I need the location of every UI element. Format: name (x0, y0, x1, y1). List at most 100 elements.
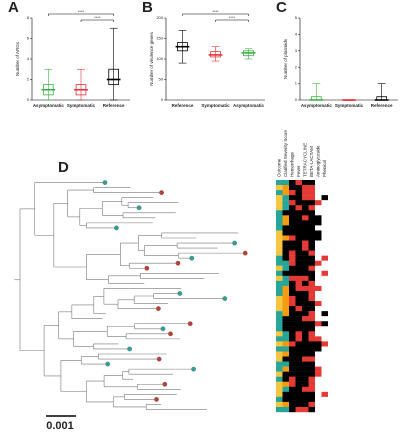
heatmap-cell (282, 230, 289, 236)
heatmap-cell (276, 406, 283, 413)
heatmap-cell (276, 190, 283, 196)
y-axis-label: Number of plasmids (283, 38, 288, 79)
heatmap-cell (295, 371, 302, 377)
heatmap-cell (308, 386, 315, 393)
significance-bracket (80, 19, 114, 22)
heatmap-cell (321, 185, 328, 191)
heatmap-cell (302, 341, 309, 347)
heatmap-cell (302, 225, 309, 231)
heatmap-cell (315, 321, 322, 327)
heatmap-cell (302, 275, 309, 282)
heatmap-cell (282, 406, 289, 413)
y-tick-label: 150 (156, 36, 163, 41)
heatmap-cell (282, 200, 289, 206)
heatmap-cell (289, 280, 296, 287)
heatmap-cell (289, 381, 296, 387)
heatmap-cell (308, 391, 315, 398)
heatmap-cell (302, 200, 309, 206)
heatmap-cell (302, 250, 309, 256)
heatmap-cell (282, 336, 289, 342)
heatmap-cell (308, 205, 315, 211)
heatmap-cell (276, 250, 283, 256)
x-tick-label: Symptomatic (201, 103, 230, 108)
heatmap-cell (276, 215, 283, 221)
heatmap-cell (282, 381, 289, 387)
heatmap-cell (321, 371, 328, 377)
heatmap-cell (321, 321, 328, 327)
heatmap-cell (289, 406, 296, 413)
heatmap-cell (289, 215, 296, 221)
heatmap-cell (295, 301, 302, 307)
heatmap-cell (321, 366, 328, 372)
heatmap-cell (295, 230, 302, 236)
heatmap-cell (315, 316, 322, 322)
heatmap-cell (295, 401, 302, 408)
significance-label: **** (78, 9, 85, 14)
heatmap-cell (308, 301, 315, 307)
heatmap-cell (315, 210, 322, 216)
heatmap-cell (282, 225, 289, 231)
significance-bracket (215, 19, 249, 22)
heatmap-cell (315, 301, 322, 307)
heatmap-cell (282, 326, 289, 332)
heatmap-cell (276, 235, 283, 241)
heatmap-cell (282, 391, 289, 398)
heatmap-cell (302, 245, 309, 251)
heatmap-cell (308, 311, 315, 317)
heatmap-cell (276, 376, 283, 382)
y-axis-label: Number of ARGs (15, 41, 20, 76)
heatmap-cell (315, 361, 322, 367)
heatmap-cell (321, 200, 328, 206)
heatmap-cell (295, 195, 302, 201)
heatmap-cell (295, 391, 302, 398)
heatmap-cell (315, 306, 322, 312)
heatmap-cell (315, 265, 322, 271)
heatmap-cell (315, 371, 322, 377)
heatmap-cell (308, 326, 315, 332)
heatmap-cell (308, 255, 315, 261)
heatmap-cell (289, 331, 296, 337)
heatmap-cell (321, 215, 328, 221)
heatmap-cell (315, 326, 322, 332)
heatmap-cell (321, 406, 328, 413)
heatmap-cell (276, 401, 283, 408)
y-tick-label: 5 (295, 15, 298, 20)
heatmap-cell (308, 285, 315, 292)
heatmap-cell (315, 185, 322, 191)
heatmap-cell (295, 406, 302, 413)
heatmap-cell (289, 205, 296, 211)
x-tick-label: Symptomatic (335, 103, 364, 108)
heatmap-cell (282, 301, 289, 307)
column-header: TETRACYCLINE (302, 143, 307, 177)
heatmap-cell (308, 306, 315, 312)
heatmap-cell (276, 331, 283, 337)
x-tick-label: Symptomatic (67, 103, 96, 108)
heatmap-cell (276, 270, 283, 277)
heatmap-cell (276, 275, 283, 282)
heatmap-cell (276, 351, 283, 357)
heatmap-cell (295, 326, 302, 332)
heatmap-cell (321, 301, 328, 307)
heatmap-cell (282, 331, 289, 337)
heatmap-cell (321, 225, 328, 231)
heatmap-cell (315, 235, 322, 241)
heatmap-cell (295, 215, 302, 221)
significance-label: **** (212, 9, 219, 14)
y-tick-label: 100 (156, 56, 163, 61)
y-tick-label: 0 (295, 97, 298, 102)
heatmap-cell (308, 245, 315, 251)
heatmap-cell (315, 220, 322, 226)
heatmap-cell (295, 200, 302, 206)
heatmap-cell (315, 275, 322, 282)
heatmap-cell (282, 346, 289, 352)
heatmap-cell (302, 381, 309, 387)
heatmap-cell (276, 361, 283, 367)
heatmap-cell (315, 190, 322, 196)
heatmap-cell (289, 346, 296, 352)
heatmap-cell (321, 361, 328, 367)
heatmap-cell (276, 346, 283, 352)
heatmap-cell (289, 230, 296, 236)
heatmap-cell (315, 346, 322, 352)
heatmap-cell (308, 396, 315, 403)
